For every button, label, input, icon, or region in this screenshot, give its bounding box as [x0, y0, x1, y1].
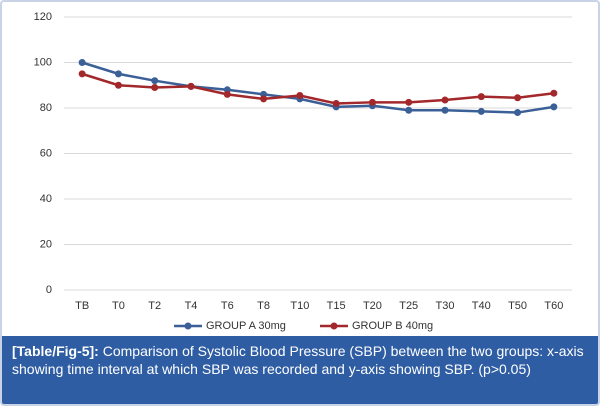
data-point [296, 91, 304, 99]
x-tick-label: T20 [363, 300, 382, 312]
data-point [78, 59, 86, 66]
chart: 0 20 40 60 80 100 120 TB T0 T2 T4 T6 T8 T10 T15 T20 T25 T… [34, 11, 572, 332]
x-tick-label: TB [75, 300, 89, 312]
caption-text: Comparison of Systolic Blood Pressure (S… [12, 343, 584, 377]
y-tick-label: 0 [46, 284, 52, 296]
x-tick-label: T15 [327, 300, 346, 312]
data-point [187, 82, 195, 90]
x-tick-label: T6 [221, 300, 234, 312]
data-point [151, 84, 159, 92]
data-point [441, 106, 449, 114]
y-tick-label: 120 [34, 11, 52, 23]
x-tick-label: T60 [544, 300, 563, 312]
x-tick-label: T25 [399, 300, 418, 312]
y-tick-label: 60 [40, 147, 52, 159]
x-tick-label: T30 [436, 300, 455, 312]
data-point [441, 96, 449, 104]
x-tick-label: T4 [185, 300, 198, 312]
legend-label: GROUP B 40mg [352, 320, 433, 332]
data-point [550, 103, 558, 111]
data-point [514, 109, 522, 117]
y-tick-label: 100 [34, 56, 52, 68]
series-line [81, 72, 555, 105]
data-point [368, 98, 376, 106]
series-line [81, 61, 555, 114]
y-tick-label: 80 [40, 102, 52, 114]
x-tick-label: T10 [290, 300, 309, 312]
caption-label: [Table/Fig-5]: [12, 343, 99, 359]
data-point [260, 95, 268, 103]
x-tick-label: T40 [472, 300, 491, 312]
legend-label: GROUP A 30mg [206, 320, 286, 332]
x-tick-label: T8 [257, 300, 270, 312]
data-point [332, 99, 340, 107]
y-tick-label: 20 [40, 238, 52, 250]
data-point [114, 81, 122, 89]
data-point [151, 77, 159, 85]
data-point [405, 106, 413, 114]
data-point [405, 98, 413, 106]
y-tick-label: 40 [40, 193, 52, 205]
data-point [223, 90, 231, 98]
data-point [114, 70, 122, 78]
data-point [477, 107, 485, 115]
legend-marker [184, 322, 192, 330]
data-point [477, 93, 485, 101]
legend-marker [330, 322, 338, 330]
data-point [78, 70, 86, 78]
data-point [514, 94, 522, 102]
x-tick-label: T0 [112, 300, 125, 312]
x-tick-label: T50 [508, 300, 527, 312]
x-tick-label: T2 [148, 300, 161, 312]
caption: [Table/Fig-5]: Comparison of Systolic Bl… [2, 336, 598, 404]
data-point [550, 89, 558, 97]
